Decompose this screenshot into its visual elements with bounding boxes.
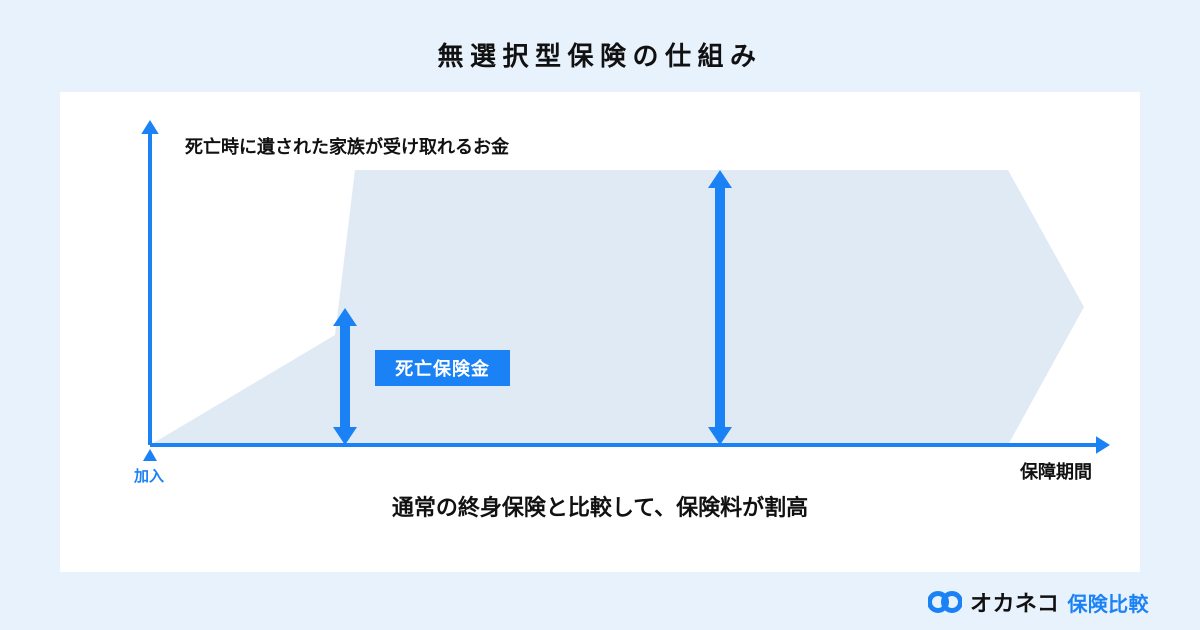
y-axis-label: 死亡時に遺された家族が受け取れるお金 [185, 133, 509, 159]
brand-subtitle: 保険比較 [1067, 588, 1149, 617]
footnote: 通常の終身保険と比較して、保険料が割高 [0, 490, 1200, 522]
y-axis-arrow-icon [141, 120, 159, 134]
x-axis-label: 保障期間 [1020, 458, 1092, 484]
origin-tick-label: 加入 [134, 465, 164, 486]
brand-name: オカネコ [970, 586, 1059, 618]
brand-infinity-icon [928, 591, 962, 613]
brand-logo: オカネコ保険比較 [928, 586, 1149, 618]
death-benefit-badge-label: 死亡保険金 [395, 355, 490, 381]
x-axis-arrow-icon [1096, 436, 1110, 454]
coverage-shape [150, 170, 1084, 445]
chart-svg [0, 0, 1200, 630]
origin-tick-icon [143, 449, 157, 461]
death-benefit-badge: 死亡保険金 [375, 350, 510, 386]
diagram-canvas: 無選択型保険の仕組み死亡時に遺された家族が受け取れるお金保障期間加入通常の終身保… [0, 0, 1200, 630]
